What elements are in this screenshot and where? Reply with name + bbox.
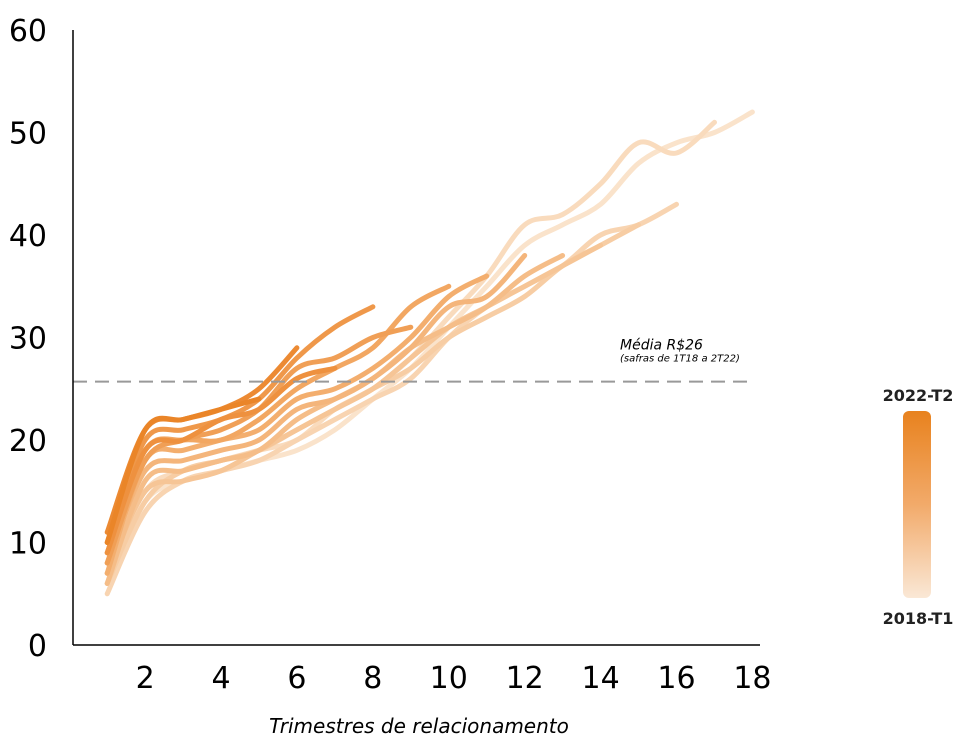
y-tick-label: 0 — [28, 629, 47, 664]
legend-bottom-label: 2018-T1 — [883, 609, 954, 628]
y-tick-labels: 0 10 20 30 40 50 60 — [9, 14, 47, 664]
x-tick-label: 12 — [506, 661, 544, 696]
x-tick-label: 2 — [136, 661, 155, 696]
y-tick-label: 10 — [9, 527, 47, 562]
x-tick-label: 14 — [581, 661, 619, 696]
cohort-series-line — [104, 273, 490, 576]
cohort-series-line — [104, 396, 262, 545]
x-tick-label: 18 — [733, 661, 771, 696]
legend-color-bar — [903, 411, 931, 598]
average-label: Média R$26 — [620, 338, 703, 354]
cohort-series-line — [104, 242, 604, 576]
y-tick-label: 30 — [9, 322, 47, 357]
x-tick-labels: 2 4 6 8 10 12 14 16 18 — [136, 661, 772, 696]
y-tick-label: 60 — [9, 14, 47, 49]
x-axis-label: Trimestres de relacionamento — [269, 714, 569, 738]
x-tick-label: 6 — [287, 661, 306, 696]
x-tick-label: 10 — [430, 661, 468, 696]
y-tick-label: 50 — [9, 117, 47, 152]
y-tick-label: 40 — [9, 219, 47, 254]
series-layer — [104, 109, 755, 597]
cohort-series-line — [104, 365, 338, 556]
x-tick-label: 16 — [657, 661, 695, 696]
x-tick-label: 4 — [211, 661, 230, 696]
average-sublabel: (safras de 1T18 a 2T22) — [620, 354, 740, 365]
cohort-series-line — [104, 222, 641, 586]
legend-top-label: 2022-T2 — [883, 386, 954, 405]
y-tick-label: 20 — [9, 424, 47, 459]
cohort-series-line — [104, 201, 679, 597]
x-tick-label: 8 — [363, 661, 382, 696]
cohort-series-line — [104, 253, 528, 566]
